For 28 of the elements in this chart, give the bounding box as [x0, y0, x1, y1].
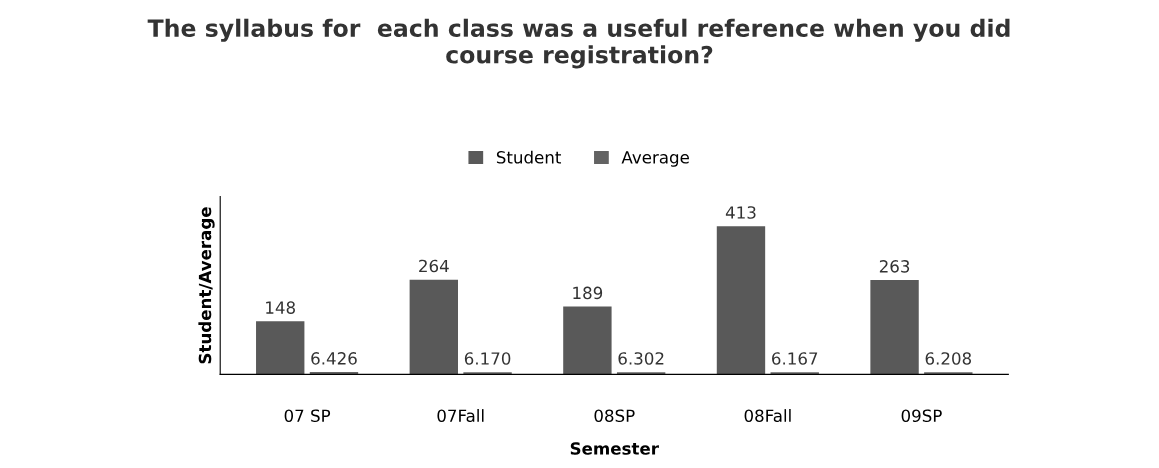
bar: [563, 306, 612, 375]
bar: [409, 279, 458, 375]
x-tick-label: 08SP: [594, 409, 635, 423]
bar: [256, 321, 305, 375]
chart-title: The syllabus for each class was a useful reference when you did course registration?: [147, 18, 1010, 69]
x-axis-title: Semester: [570, 442, 659, 455]
y-axis-title: Student/Average: [198, 207, 215, 364]
legend-label: Average: [621, 151, 689, 167]
data-label: 413: [725, 206, 756, 219]
x-tick-label: 09SP: [901, 409, 942, 423]
bar: [924, 372, 973, 375]
data-label: 6.208: [925, 352, 972, 365]
data-label: 6.426: [311, 352, 357, 365]
x-tick-label: 07 SP: [284, 409, 331, 423]
data-label: 263: [879, 260, 910, 273]
bar: [870, 280, 919, 375]
data-label: 6.167: [772, 352, 818, 365]
data-label: 148: [266, 301, 295, 314]
bar: [463, 372, 512, 375]
data-label: 6.302: [618, 352, 664, 365]
data-label: 189: [573, 286, 603, 300]
data-label: 264: [419, 259, 449, 273]
bar: [716, 226, 766, 375]
x-tick-label: 08Fall: [744, 409, 791, 423]
legend-label: Student: [496, 150, 562, 164]
x-tick-label: 07Fall: [437, 409, 484, 423]
data-label: 6.170: [464, 352, 511, 365]
bar: [770, 372, 819, 375]
